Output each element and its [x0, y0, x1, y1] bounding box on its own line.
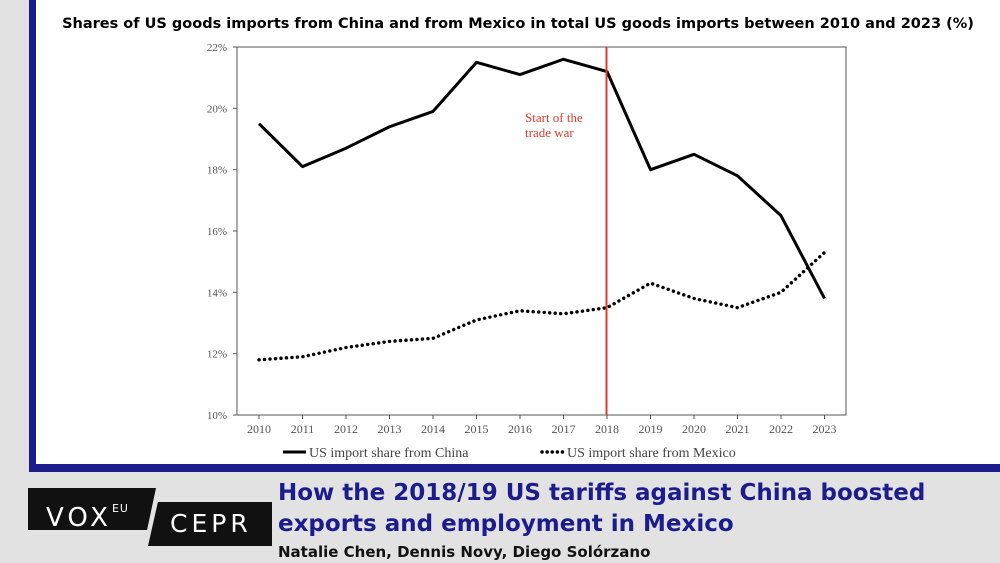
series-group: [257, 57, 827, 362]
x-tick-label: 2011: [291, 422, 315, 436]
article-authors: Natalie Chen, Dennis Novy, Diego Solórza…: [278, 543, 651, 561]
x-tick-label: 2010: [247, 422, 271, 436]
x-axis: 2010 2011 2012 2013 2014 2015 2016 2017 2018 2019…: [247, 415, 837, 436]
x-tick-label: 2018: [595, 422, 619, 436]
x-tick-label: 2013: [378, 422, 402, 436]
x-tick-label: 2017: [552, 422, 576, 436]
y-axis: 10% 12% 14% 16% 18% 20% 22%: [207, 42, 237, 422]
chart-card: [36, 0, 1000, 464]
cepr-logo[interactable]: CEPR: [148, 502, 272, 546]
y-tick-label: 16%: [207, 226, 227, 238]
voxeu-logo-text: VOX: [46, 503, 112, 533]
annotation-label-line2: trade war: [525, 125, 574, 140]
x-tick-label: 2019: [639, 422, 663, 436]
x-tick-label: 2020: [682, 422, 706, 436]
x-tick-label: 2014: [421, 422, 445, 436]
x-tick-label: 2023: [813, 422, 837, 436]
article-headline[interactable]: How the 2018/19 US tariffs against China…: [278, 480, 926, 537]
x-tick-label: 2015: [465, 422, 489, 436]
y-tick-label: 22%: [207, 42, 227, 54]
x-tick-label: 2021: [726, 422, 750, 436]
series-line-china: [257, 57, 826, 300]
series-line-mexico: [257, 250, 827, 362]
cepr-logo-text: CEPR: [170, 509, 252, 538]
voxeu-logo-sup: EU: [111, 502, 129, 515]
legend: US import share from China US import shar…: [283, 446, 736, 461]
y-tick-label: 12%: [207, 349, 227, 361]
legend-label-china: US import share from China: [309, 446, 469, 461]
y-tick-label: 14%: [207, 287, 227, 299]
legend-label-mexico: US import share from Mexico: [567, 446, 736, 461]
y-tick-label: 18%: [207, 165, 227, 177]
x-tick-label: 2016: [508, 422, 532, 436]
y-tick-label: 10%: [207, 410, 227, 422]
plot-area: [236, 46, 847, 416]
y-tick-label: 20%: [207, 103, 227, 115]
chart-title: Shares of US goods imports from China an…: [62, 16, 974, 32]
x-tick-label: 2022: [769, 422, 793, 436]
voxeu-logo[interactable]: VOXEU: [28, 488, 156, 530]
x-tick-label: 2012: [334, 422, 358, 436]
annotation-label-line1: Start of the: [525, 110, 583, 125]
